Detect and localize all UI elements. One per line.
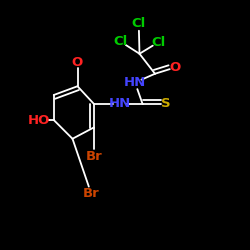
Text: Br: Br: [86, 150, 102, 163]
Text: O: O: [72, 56, 83, 69]
Text: Cl: Cl: [132, 17, 146, 30]
Text: Cl: Cl: [152, 36, 166, 49]
Text: Cl: Cl: [113, 35, 127, 48]
Text: HO: HO: [28, 114, 50, 126]
Text: S: S: [162, 97, 171, 110]
Text: O: O: [170, 61, 180, 74]
Text: HN: HN: [109, 97, 131, 110]
Text: HN: HN: [124, 76, 146, 89]
Text: Br: Br: [83, 187, 100, 200]
